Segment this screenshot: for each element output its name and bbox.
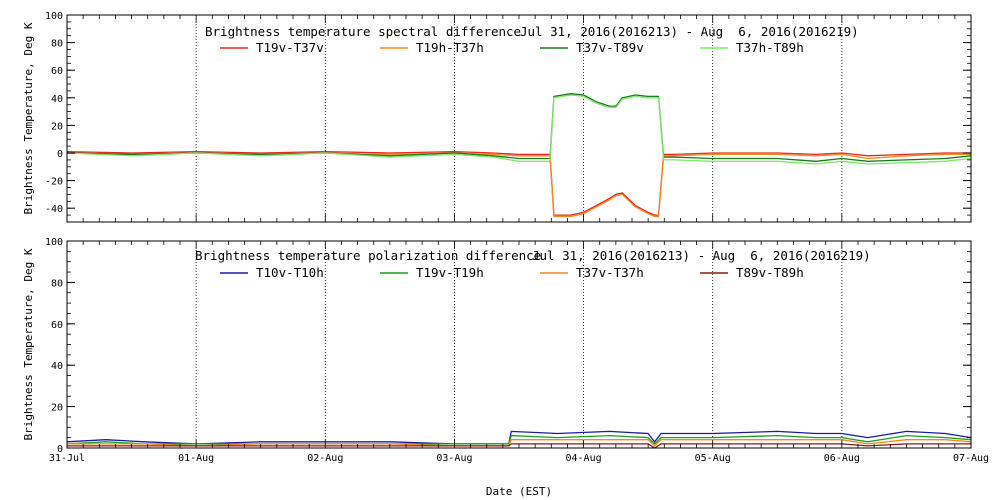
y-tick-label: 60 xyxy=(51,320,63,331)
series-line xyxy=(66,430,972,445)
legend-label: T19h-T37h xyxy=(416,40,484,55)
y-tick-label: 100 xyxy=(45,11,63,22)
x-tick-label: 07-Aug xyxy=(953,453,989,464)
x-axis-title: Date (EST) xyxy=(486,485,552,498)
plot-frame xyxy=(66,14,972,223)
y-tick-label: 40 xyxy=(51,94,63,105)
y-tick-label: 40 xyxy=(51,361,63,372)
y-tick-label: 80 xyxy=(51,278,63,289)
y-axis-title: Brightness Temperature, Deg K xyxy=(22,248,35,440)
series-line xyxy=(67,439,972,447)
y-tick-label: -40 xyxy=(45,204,63,215)
legend-label: T37h-T89h xyxy=(736,40,804,55)
series-line xyxy=(66,150,971,216)
x-tick-label: 06-Aug xyxy=(824,453,860,464)
legend-label: T10v-T10h xyxy=(256,265,324,280)
series-line xyxy=(66,152,971,218)
y-tick-label: 20 xyxy=(51,403,63,414)
y-tick-label: 100 xyxy=(45,237,63,248)
y-tick-label: 20 xyxy=(51,121,63,132)
legend-label: T19v-T19h xyxy=(416,265,484,280)
legend-label: T37v-T37h xyxy=(576,265,644,280)
y-tick-label: 0 xyxy=(57,149,63,160)
spectral-chart-title: Brightness temperature spectral differen… xyxy=(205,24,521,39)
series-line xyxy=(66,93,972,162)
polarization-difference-panel: Brightness temperature polarization diff… xyxy=(22,237,989,498)
x-tick-label: 01-Aug xyxy=(178,453,214,464)
y-tick-label: -20 xyxy=(45,177,63,188)
y-tick-label: 80 xyxy=(51,39,63,50)
plot-frame xyxy=(66,240,972,449)
y-axis-title: Brightness Temperature, Deg K xyxy=(22,22,35,214)
polarization-date-range: Jul 31, 2016(2016213) - Aug 6, 2016(2016… xyxy=(532,248,871,263)
y-tick-label: 60 xyxy=(51,66,63,77)
spectral-date-range: Jul 31, 2016(2016213) - Aug 6, 2016(2016… xyxy=(520,24,859,39)
x-tick-label: 02-Aug xyxy=(307,453,343,464)
polarization-chart-title: Brightness temperature polarization diff… xyxy=(195,248,541,263)
legend-label: T37v-T89v xyxy=(576,40,644,55)
x-tick-label: 31-Jul xyxy=(49,453,85,464)
legend-label: T89v-T89h xyxy=(736,265,804,280)
spectral-difference-panel: Brightness temperature spectral differen… xyxy=(22,11,972,223)
series-line xyxy=(66,94,972,165)
legend-label: T19v-T37v xyxy=(256,40,324,55)
y-tick-label: 0 xyxy=(57,444,63,455)
x-tick-label: 03-Aug xyxy=(436,453,472,464)
x-tick-label: 04-Aug xyxy=(566,453,602,464)
x-tick-label: 05-Aug xyxy=(695,453,731,464)
